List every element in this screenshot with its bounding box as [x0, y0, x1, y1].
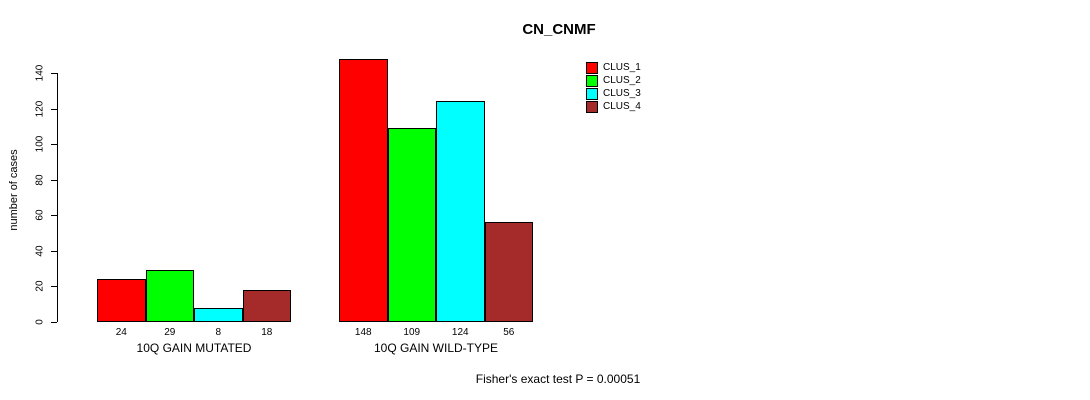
- y-tick-label: 100: [34, 135, 46, 153]
- legend-swatch-CLUS_3: [586, 87, 598, 100]
- bar-value-label: 29: [164, 327, 176, 338]
- category-label: 10Q GAIN WILD-TYPE: [373, 341, 499, 355]
- bar-value-label: 124: [451, 327, 469, 338]
- bar-CLUS_2: [145, 270, 194, 322]
- chart-title: CN_CNMF: [522, 21, 596, 38]
- legend-row-CLUS_2: CLUS_2: [586, 74, 641, 87]
- y-tick-label: 120: [34, 100, 46, 117]
- legend-row-CLUS_1: CLUS_1: [586, 61, 641, 74]
- bar-value-label: 148: [354, 327, 372, 338]
- y-tick: [51, 215, 57, 217]
- bar-value-label: 56: [503, 327, 515, 338]
- bar-value-label: 8: [215, 327, 222, 338]
- legend-row-CLUS_4: CLUS_4: [586, 100, 641, 113]
- y-tick-label: 80: [34, 174, 46, 186]
- legend-label: CLUS_1: [603, 62, 641, 73]
- bar-CLUS_4: [242, 289, 291, 322]
- y-tick-label: 0: [34, 319, 46, 325]
- y-tick-label: 20: [34, 280, 46, 292]
- legend-row-CLUS_3: CLUS_3: [586, 87, 641, 100]
- y-tick: [51, 322, 57, 323]
- y-tick: [51, 250, 57, 252]
- y-tick-label: 140: [34, 64, 46, 82]
- category-label: 10Q GAIN MUTATED: [136, 341, 252, 355]
- legend-swatch-CLUS_4: [586, 100, 598, 113]
- bar-CLUS_4: [484, 222, 533, 322]
- y-tick: [51, 73, 57, 74]
- legend-swatch-CLUS_2: [586, 74, 598, 87]
- stat-annotation: Fisher's exact test P = 0.00051: [475, 372, 641, 386]
- legend: CLUS_1 CLUS_2 CLUS_3 CLUS_4: [586, 61, 641, 113]
- bar-CLUS_1: [97, 279, 146, 322]
- y-tick-label: 60: [34, 209, 46, 221]
- y-tick: [51, 144, 57, 146]
- legend-swatch-CLUS_1: [586, 61, 598, 74]
- y-tick-label: 40: [34, 245, 46, 257]
- bar-CLUS_3: [436, 101, 485, 322]
- bar-CLUS_3: [194, 307, 243, 322]
- bar-CLUS_1: [339, 58, 388, 322]
- y-tick: [51, 179, 57, 181]
- bar-value-label: 109: [403, 327, 421, 338]
- legend-label: CLUS_4: [603, 101, 641, 112]
- y-tick: [51, 108, 57, 110]
- bar-value-label: 18: [261, 327, 273, 338]
- legend-label: CLUS_2: [603, 75, 641, 86]
- y-axis-line: [57, 73, 58, 322]
- legend-label: CLUS_3: [603, 88, 641, 99]
- bar-CLUS_2: [387, 128, 436, 322]
- bar-value-label: 24: [115, 327, 127, 338]
- y-tick: [51, 286, 57, 288]
